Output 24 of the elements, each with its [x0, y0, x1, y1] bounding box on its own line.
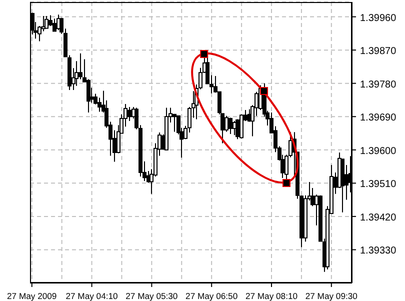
y-tick-label: 1.39510 [360, 179, 397, 190]
x-tick-label: 27 May 08:10 [245, 291, 298, 301]
y-tick-label: 1.39420 [360, 212, 397, 224]
x-tick-label: 27 May 06:50 [186, 291, 238, 301]
candlestick [44, 16, 48, 30]
y-tick-label: 1.39690 [360, 112, 397, 124]
candlestick [236, 118, 240, 140]
y-tick-label: 1.39600 [360, 146, 397, 157]
candlestick [78, 52, 82, 80]
candlestick [86, 78, 90, 114]
y-tick-label: 1.39870 [360, 46, 397, 58]
x-tick-label: 27 May 04:10 [66, 291, 118, 301]
y-tick-label: 1.39330 [360, 246, 397, 257]
x-tick-label: 27 May 05:30 [126, 291, 178, 301]
candlestick [172, 114, 176, 132]
y-tick-label: 1.39960 [360, 12, 397, 24]
candlestick [224, 115, 228, 132]
candlestick [240, 114, 244, 139]
x-tick-label: 27 May 2009 [7, 291, 57, 301]
candlestick [128, 106, 132, 122]
candlestick [52, 18, 56, 32]
y-tick-label: 1.39780 [360, 79, 397, 90]
candlestick [228, 117, 232, 134]
x-tick-label: 27 May 09:30 [305, 291, 358, 301]
